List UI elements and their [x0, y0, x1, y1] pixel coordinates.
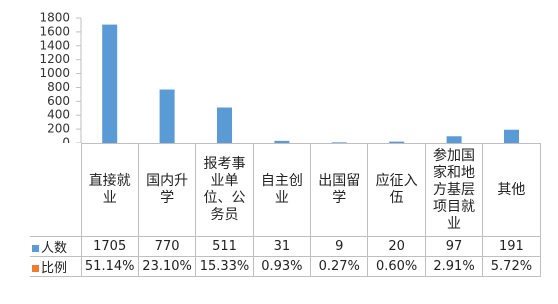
- value-label: 20: [367, 236, 426, 257]
- data-row: 比例 51.14% 23.10% 15.33% 0.93% 0.27% 0.60% 2.91%…: [30, 256, 541, 277]
- y-tick-label: 1000: [39, 66, 70, 80]
- y-tick-label: 1400: [39, 38, 70, 52]
- value-label: 51.14%: [80, 256, 139, 277]
- value-label: 15.33%: [195, 256, 254, 277]
- value-label: 31: [252, 236, 312, 257]
- value-label: 5.72%: [482, 256, 541, 277]
- y-tick-label: 400: [47, 108, 70, 122]
- y-tick-label: 200: [47, 122, 70, 136]
- y-tick-label: 600: [47, 94, 70, 108]
- value-label: 97: [424, 236, 484, 257]
- value-label: 0.93%: [252, 256, 312, 277]
- x-tick-label: 国内升学: [137, 143, 197, 237]
- y-tick-label: 1800: [39, 11, 70, 25]
- value-label: 1705: [80, 236, 139, 257]
- value-label: 0.60%: [367, 256, 426, 277]
- x-tick-label: 自主创业: [252, 143, 312, 237]
- x-tick-label: 其他: [482, 143, 541, 237]
- x-tick-label: 应征入伍: [367, 143, 426, 237]
- y-tick-label: 1200: [39, 52, 70, 66]
- data-table: 直接就业 国内升学 报考事业单位、公务员 自主创业 出国留学 应征入伍 参加国家和地方基层项…: [30, 143, 541, 277]
- bar: [446, 136, 462, 143]
- x-tick-label: 参加国家和地方基层项目就业: [424, 143, 484, 237]
- category-row: 直接就业 国内升学 报考事业单位、公务员 自主创业 出国留学 应征入伍 参加国家和地方基层项…: [30, 143, 541, 237]
- bar: [102, 24, 118, 143]
- legend-swatch: [32, 245, 39, 252]
- bar: [274, 140, 290, 143]
- y-tick-label: 1600: [39, 24, 70, 38]
- value-label: 2.91%: [424, 256, 484, 277]
- y-tick-label: 0: [62, 136, 70, 144]
- data-row: 人数 1705 770 511 31 9 20 97 191: [30, 236, 541, 257]
- value-label: 9: [310, 236, 369, 257]
- bar: [217, 107, 232, 143]
- corner: [30, 144, 81, 237]
- value-label: 511: [195, 236, 254, 257]
- x-tick-label: 出国留学: [310, 143, 369, 237]
- bar: [331, 142, 347, 143]
- legend-label: 比例: [41, 261, 68, 276]
- bar: [389, 141, 405, 143]
- bar: [504, 129, 519, 143]
- value-label: 0.27%: [310, 256, 369, 277]
- x-tick-label: 直接就业: [80, 143, 139, 237]
- legend-swatch: [32, 265, 39, 272]
- legend-entry: 比例: [30, 256, 82, 277]
- value-label: 191: [482, 236, 541, 257]
- value-label: 770: [137, 236, 197, 257]
- bar: [159, 89, 175, 143]
- x-tick-label: 报考事业单位、公务员: [195, 143, 254, 237]
- y-tick-label: 800: [47, 80, 70, 94]
- legend-entry: 人数: [30, 236, 82, 257]
- value-label: 23.10%: [137, 256, 197, 277]
- legend-label: 人数: [41, 241, 68, 256]
